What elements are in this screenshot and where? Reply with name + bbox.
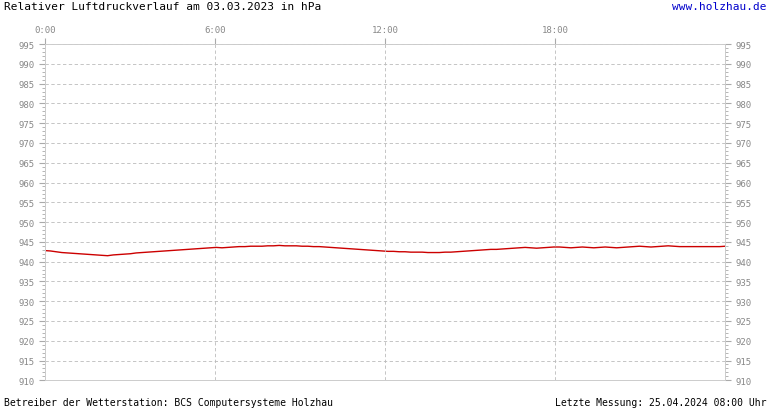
Text: Letzte Messung: 25.04.2024 08:00 Uhr: Letzte Messung: 25.04.2024 08:00 Uhr [554, 397, 766, 407]
Text: www.holzhau.de: www.holzhau.de [671, 2, 766, 12]
Text: Relativer Luftdruckverlauf am 03.03.2023 in hPa: Relativer Luftdruckverlauf am 03.03.2023… [4, 2, 321, 12]
Text: Betreiber der Wetterstation: BCS Computersysteme Holzhau: Betreiber der Wetterstation: BCS Compute… [4, 397, 333, 407]
